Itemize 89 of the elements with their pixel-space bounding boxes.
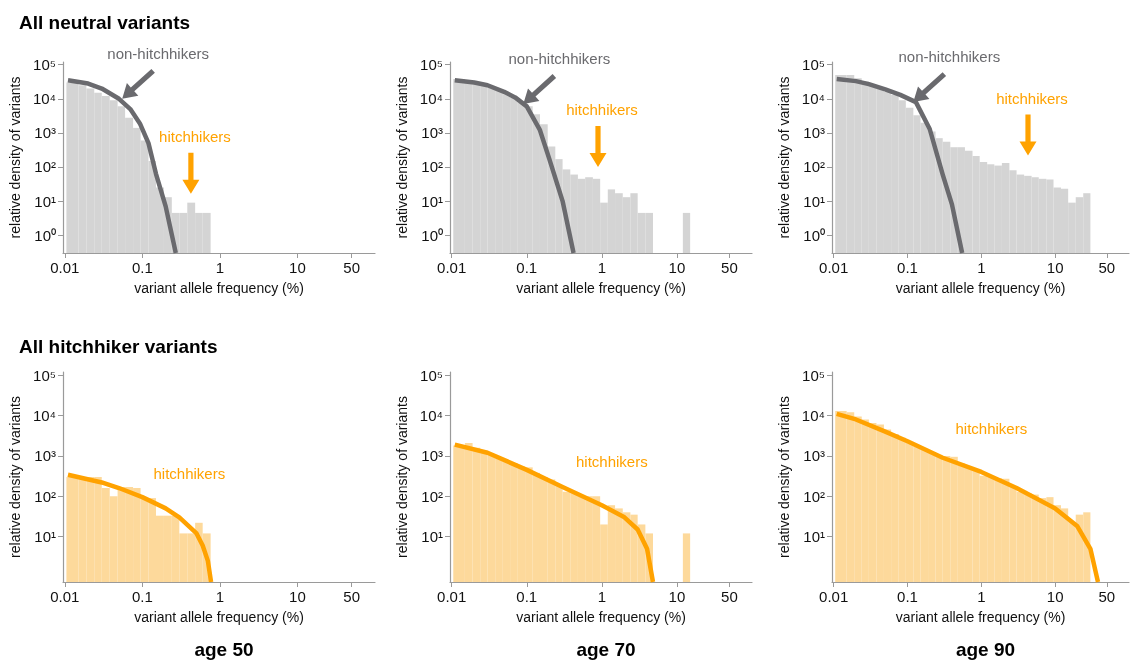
x-tick-label: 0.01 bbox=[50, 588, 80, 605]
series-label: hitchhikers bbox=[153, 465, 226, 483]
y-tick-label: 10³ bbox=[34, 447, 57, 465]
x-tick-label: 10 bbox=[1046, 259, 1064, 276]
chart-title: All neutral variants bbox=[19, 12, 191, 33]
annotation: hitchhikers bbox=[566, 101, 638, 119]
series-label: hitchhikers bbox=[575, 453, 648, 471]
y-axis-title: relative density of variants bbox=[7, 76, 23, 239]
y-tick-label: 10² bbox=[803, 487, 825, 505]
x-tick-label: 1 bbox=[977, 259, 986, 276]
x-tick-label: 50 bbox=[1098, 259, 1116, 276]
x-axis-title: variant allele frequency (%) bbox=[134, 280, 304, 296]
x-tick-label: 1 bbox=[597, 259, 607, 276]
x-axis-title: variant allele frequency (%) bbox=[516, 280, 686, 296]
y-tick-label: 10⁴ bbox=[419, 90, 443, 108]
y-tick-label: 10⁵ bbox=[420, 366, 443, 384]
x-tick-label: 0.1 bbox=[516, 259, 538, 276]
y-tick-label: 10¹ bbox=[421, 528, 443, 546]
x-tick-label: 0.1 bbox=[131, 259, 153, 276]
y-tick-label: 10⁵ bbox=[420, 56, 443, 74]
annotation: non-hitchhikers bbox=[107, 44, 210, 62]
y-tick-label: 10¹ bbox=[421, 192, 443, 210]
text: age 90 bbox=[955, 639, 1016, 660]
y-tick-label: 10² bbox=[803, 158, 825, 176]
x-tick-label: 0.01 bbox=[50, 259, 80, 276]
annotation: hitchhikers bbox=[159, 127, 231, 145]
y-tick-label: 10⁴ bbox=[801, 90, 825, 108]
x-tick-label: 0.01 bbox=[819, 259, 849, 276]
x-axis-title: variant allele frequency (%) bbox=[134, 609, 304, 625]
x-axis-title: variant allele frequency (%) bbox=[895, 609, 1066, 625]
y-tick-label: 10¹ bbox=[803, 528, 825, 546]
y-axis-title: relative density of variants bbox=[775, 76, 792, 239]
x-tick-label: 0.1 bbox=[131, 588, 153, 605]
y-tick-label: 10¹ bbox=[34, 192, 57, 210]
x-tick-label: 50 bbox=[343, 588, 360, 605]
x-axis-title: variant allele frequency (%) bbox=[895, 280, 1066, 296]
y-tick-label: 10⁴ bbox=[32, 407, 57, 425]
annotation: hitchhikers bbox=[996, 89, 1068, 107]
y-axis-title: relative density of variants bbox=[7, 396, 23, 558]
y-tick-label: 10¹ bbox=[34, 528, 57, 546]
y-tick-label: 10⁴ bbox=[801, 407, 825, 425]
x-tick-label: 50 bbox=[721, 259, 738, 276]
x-tick-label: 0.01 bbox=[437, 259, 467, 276]
y-tick-label: 10⁰ bbox=[421, 226, 443, 244]
y-tick-label: 10³ bbox=[421, 124, 443, 142]
y-tick-label: 10² bbox=[421, 487, 443, 505]
y-tick-label: 10¹ bbox=[803, 192, 825, 210]
y-axis-title: relative density of variants bbox=[775, 396, 792, 558]
y-tick-label: 10² bbox=[34, 487, 57, 505]
series-label: hitchhikers bbox=[955, 419, 1028, 437]
x-tick-label: 1 bbox=[977, 588, 986, 605]
y-tick-label: 10⁴ bbox=[32, 90, 57, 108]
x-tick-label: 10 bbox=[668, 259, 686, 276]
x-tick-label: 50 bbox=[343, 259, 360, 276]
x-tick-label: 0.01 bbox=[437, 588, 467, 605]
x-tick-label: 50 bbox=[1098, 588, 1116, 605]
x-tick-label: 0.01 bbox=[819, 588, 849, 605]
x-tick-label: 0.1 bbox=[897, 259, 918, 276]
x-tick-label: 1 bbox=[597, 588, 607, 605]
x-tick-label: 1 bbox=[215, 588, 225, 605]
y-tick-label: 10³ bbox=[34, 124, 57, 142]
y-tick-label: 10³ bbox=[803, 124, 825, 142]
text: age 70 bbox=[576, 639, 636, 660]
x-tick-label: 50 bbox=[721, 588, 738, 605]
y-tick-label: 10⁵ bbox=[802, 56, 825, 74]
annotation: non-hitchhikers bbox=[898, 48, 1001, 66]
annotation: non-hitchhikers bbox=[508, 50, 611, 68]
y-tick-label: 10⁰ bbox=[34, 226, 57, 244]
y-tick-label: 10³ bbox=[421, 447, 443, 465]
x-tick-label: 0.1 bbox=[897, 588, 918, 605]
x-tick-label: 10 bbox=[289, 259, 306, 276]
y-tick-label: 10⁵ bbox=[802, 366, 825, 384]
x-tick-label: 10 bbox=[289, 588, 306, 605]
x-tick-label: 0.1 bbox=[516, 588, 538, 605]
y-tick-label: 10⁰ bbox=[803, 226, 825, 244]
y-axis-title: relative density of variants bbox=[393, 396, 410, 558]
y-tick-label: 10² bbox=[421, 158, 443, 176]
x-tick-label: 1 bbox=[215, 259, 225, 276]
y-tick-label: 10⁴ bbox=[419, 407, 443, 425]
y-tick-label: 10³ bbox=[803, 447, 825, 465]
chart-title: All hitchhiker variants bbox=[19, 336, 218, 357]
y-tick-label: 10⁵ bbox=[33, 366, 57, 384]
x-tick-label: 10 bbox=[1046, 588, 1064, 605]
x-axis-title: variant allele frequency (%) bbox=[516, 609, 686, 625]
y-tick-label: 10⁵ bbox=[33, 56, 57, 74]
y-tick-label: 10² bbox=[34, 158, 57, 176]
text: age 50 bbox=[194, 639, 254, 660]
x-tick-label: 10 bbox=[668, 588, 686, 605]
y-axis-title: relative density of variants bbox=[393, 76, 410, 239]
